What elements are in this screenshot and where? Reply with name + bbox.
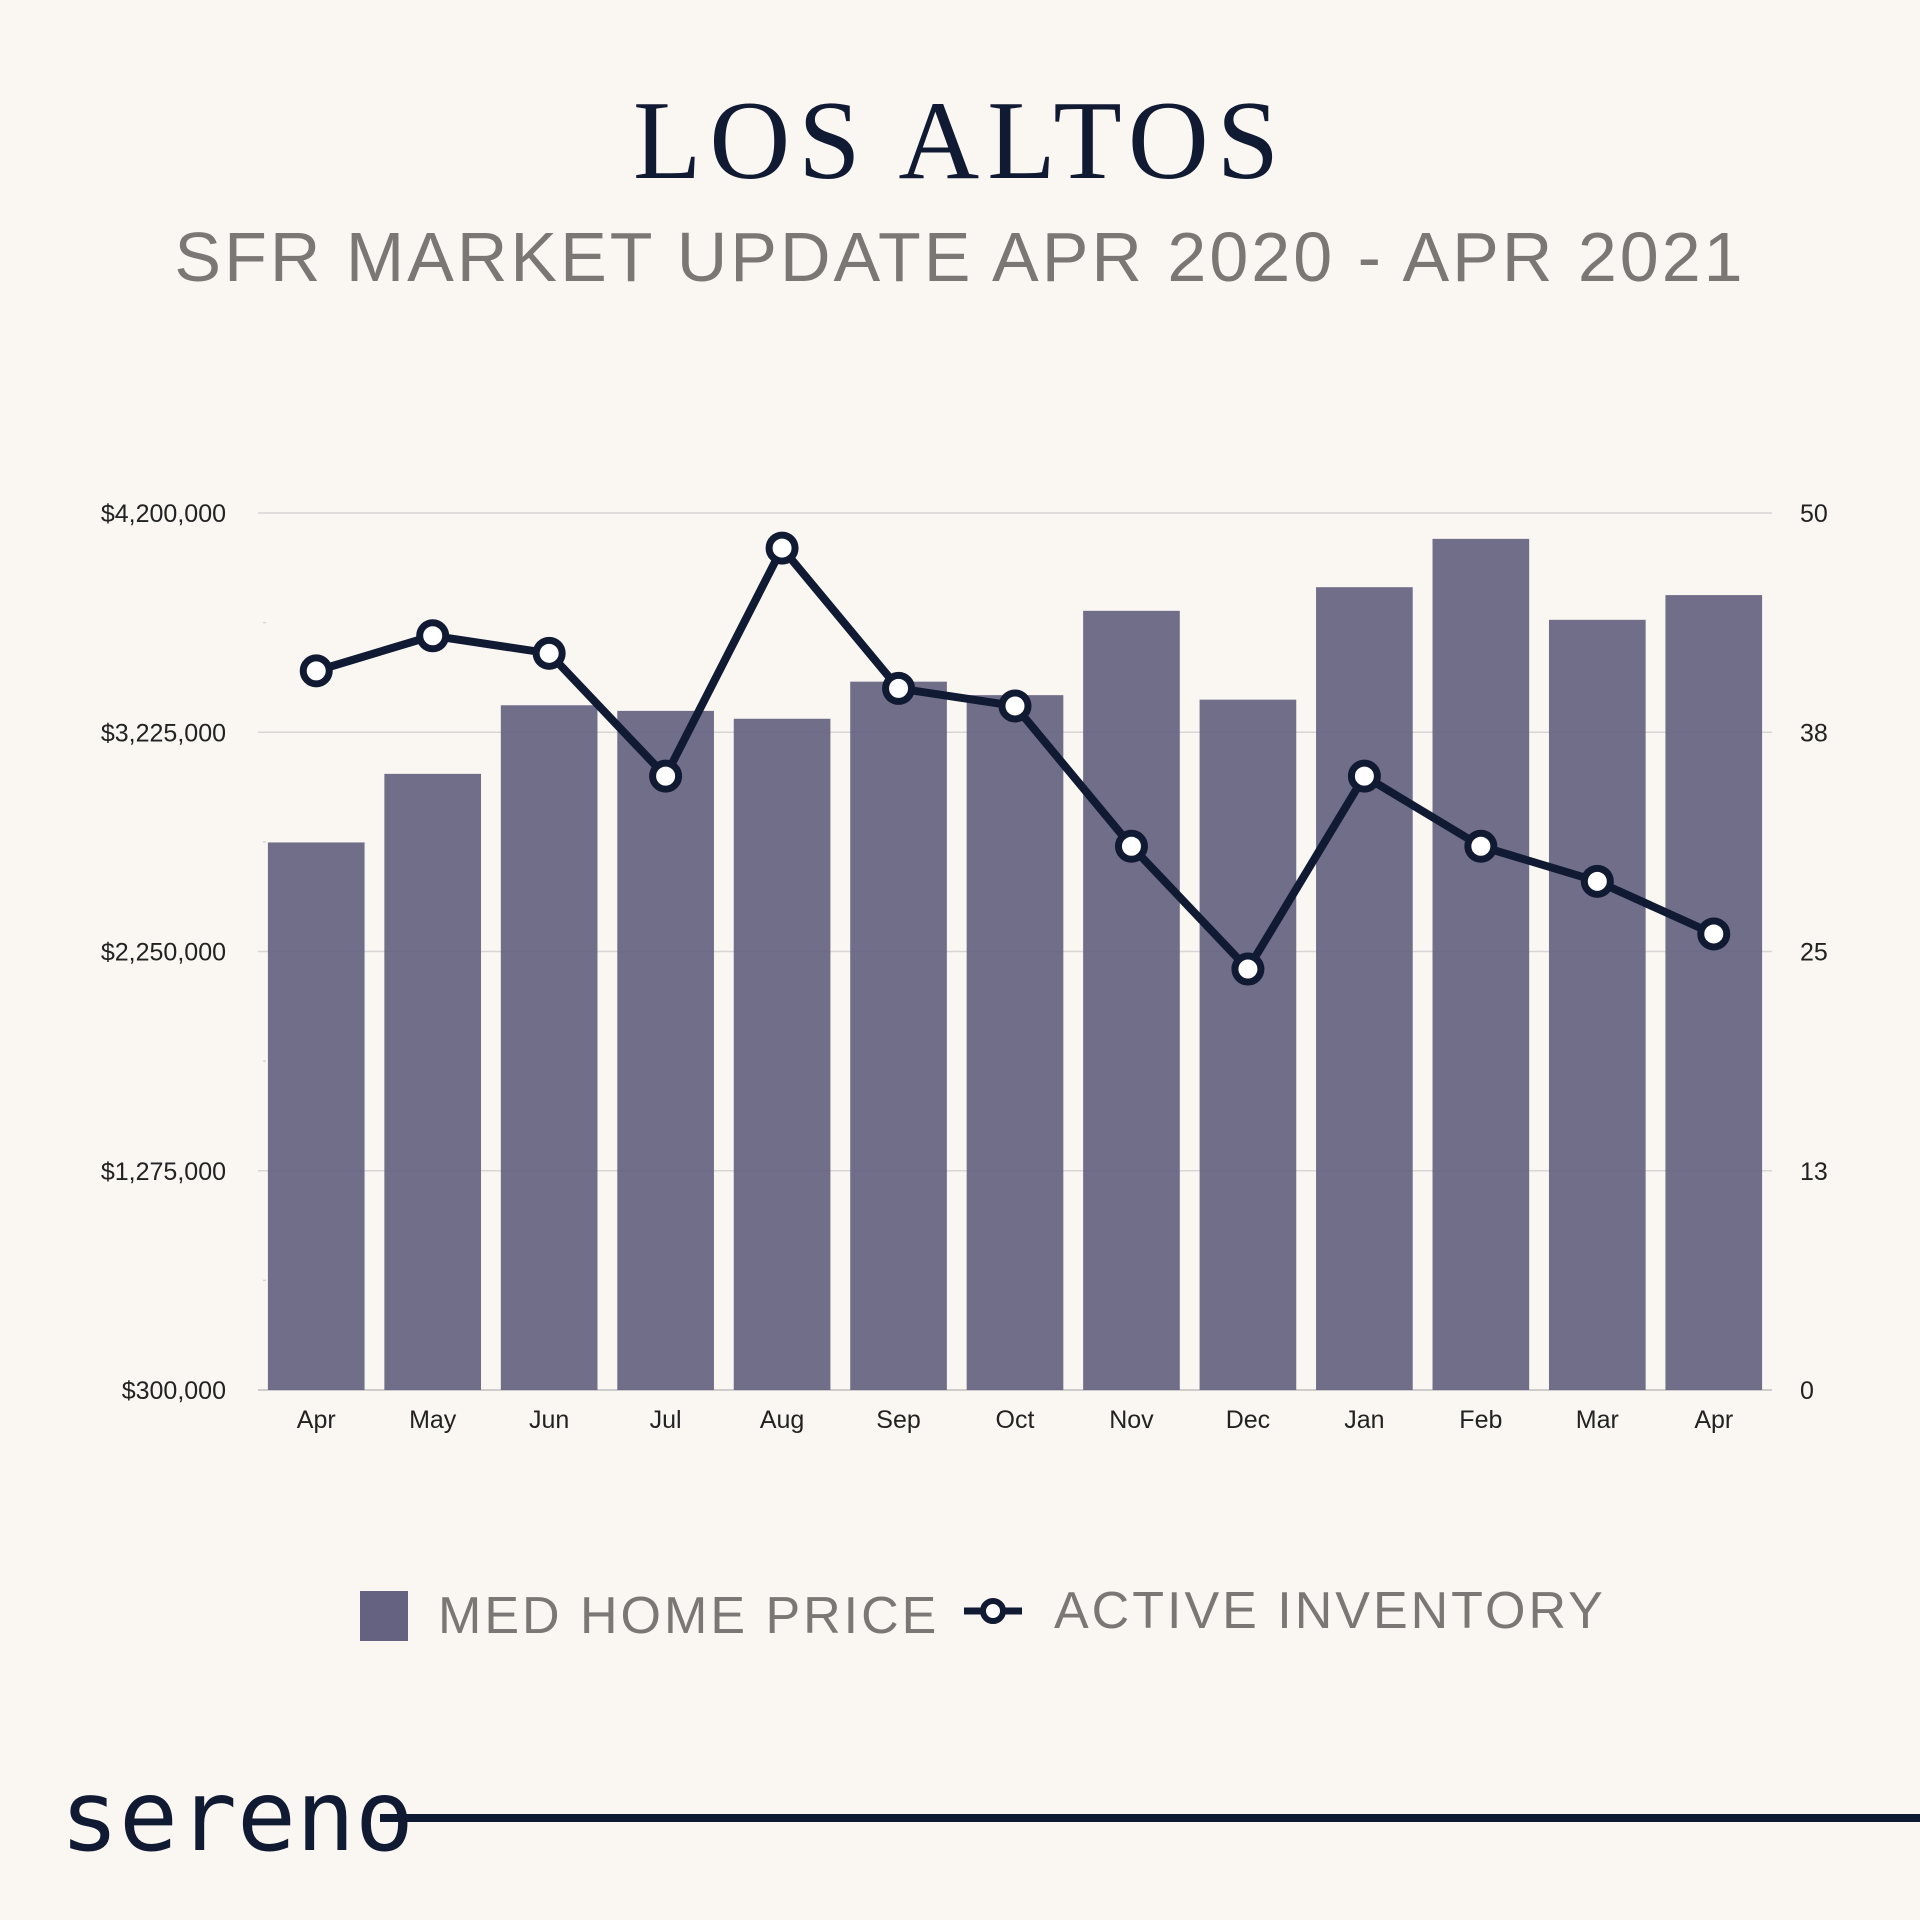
x-tick-label: Aug: [760, 1406, 804, 1434]
chart-title: LOS ALTOS: [633, 79, 1287, 203]
inventory-point: [882, 671, 916, 705]
axis-labels: $300,000 0 $1,275,000 13 $2,250,000 25 $3,225,…: [101, 500, 1828, 1434]
inventory-point: [416, 619, 450, 653]
x-tick-label: Feb: [1459, 1406, 1502, 1434]
price-bar: [384, 773, 482, 1390]
price-bar: [617, 710, 714, 1390]
inventory-point: [649, 759, 683, 793]
legend: MED HOME PRICE ACTIVE INVENTORY: [0, 1585, 1920, 1655]
left-tick-label: $1,275,000: [101, 1158, 226, 1186]
left-tick-label: $300,000: [122, 1377, 226, 1405]
left-tick-label: $3,225,000: [101, 719, 226, 747]
legend-item-line: ACTIVE INVENTORY: [962, 1585, 1606, 1637]
x-tick-label: Dec: [1226, 1406, 1270, 1434]
inventory-point: [532, 636, 566, 670]
price-bar: [267, 842, 365, 1390]
x-tick-label: Jun: [529, 1406, 569, 1434]
right-tick-label: 0: [1800, 1377, 1814, 1405]
inventory-point: [299, 654, 333, 688]
x-tick-label: Jan: [1344, 1406, 1384, 1434]
price-bar: [966, 695, 1064, 1390]
price-bar: [850, 681, 947, 1390]
inventory-point: [765, 531, 799, 565]
brand-divider: [380, 1814, 1920, 1822]
x-tick-label: Mar: [1576, 1406, 1619, 1434]
inventory-point: [1114, 829, 1148, 863]
price-bar: [1316, 587, 1413, 1390]
brand-logo: sereno: [60, 1760, 415, 1874]
inventory-point: [1464, 829, 1498, 863]
left-tick-label: $4,200,000: [101, 500, 226, 528]
bar-swatch-icon: [360, 1591, 408, 1641]
inventory-line: [299, 531, 1731, 986]
inventory-point: [1231, 952, 1265, 986]
right-tick-label: 38: [1800, 719, 1828, 747]
right-tick-label: 13: [1800, 1158, 1828, 1186]
x-tick-label: Nov: [1109, 1406, 1154, 1434]
price-bar: [1432, 538, 1530, 1390]
chart-subtitle: SFR MARKET UPDATE APR 2020 - APR 2021: [174, 218, 1746, 296]
inventory-point: [1580, 864, 1614, 898]
combo-chart: $300,000 0 $1,275,000 13 $2,250,000 25 $3,225,…: [101, 500, 1828, 1434]
x-tick-label: Jul: [650, 1406, 682, 1434]
inventory-point: [1697, 917, 1731, 951]
price-bar: [1199, 699, 1297, 1390]
price-bar: [1665, 595, 1763, 1390]
price-bar: [1083, 610, 1180, 1390]
price-bar: [733, 718, 831, 1390]
x-tick-label: Apr: [1694, 1406, 1733, 1434]
x-tick-label: May: [409, 1406, 457, 1434]
legend-label-bar: MED HOME PRICE: [438, 1587, 940, 1645]
bars: [267, 538, 1763, 1390]
legend-label-line: ACTIVE INVENTORY: [1054, 1582, 1606, 1640]
left-tick-label: $2,250,000: [101, 939, 226, 967]
inventory-point: [998, 689, 1032, 723]
x-tick-label: Sep: [876, 1406, 920, 1434]
line-marker-icon: [964, 1598, 1022, 1624]
price-bar: [500, 705, 598, 1390]
inventory-point: [1347, 759, 1381, 793]
legend-item-bar: MED HOME PRICE: [360, 1590, 939, 1642]
right-tick-label: 50: [1800, 500, 1828, 528]
right-tick-label: 25: [1800, 939, 1828, 967]
price-bar: [1548, 619, 1646, 1390]
x-tick-label: Apr: [297, 1406, 336, 1434]
x-tick-label: Oct: [996, 1406, 1035, 1434]
